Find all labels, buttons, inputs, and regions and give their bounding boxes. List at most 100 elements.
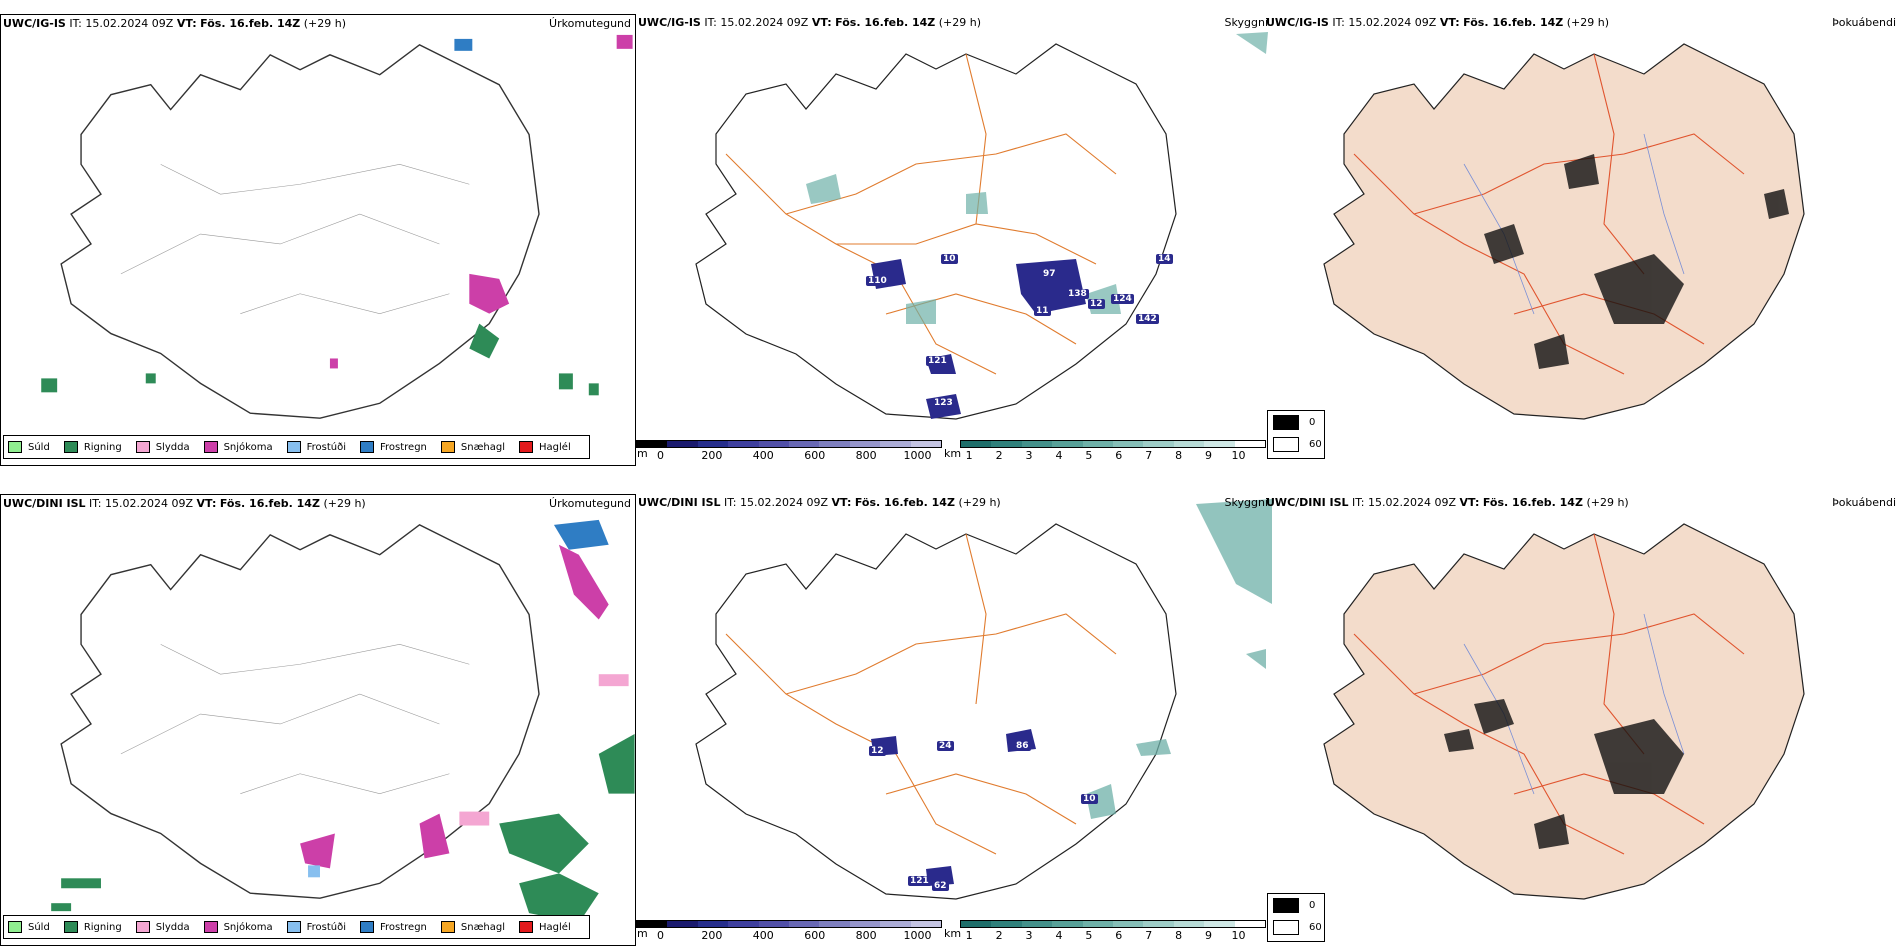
colorbar-cell [1143, 441, 1174, 447]
visibility-value-label: 138 [1066, 289, 1089, 299]
fog-legend-swatch [1273, 414, 1299, 430]
it-label: IT: [89, 497, 102, 510]
legend-label: Frostregn [380, 441, 427, 453]
visibility-value-label: 86 [1014, 741, 1031, 751]
visibility-value-label: 121 [926, 356, 949, 366]
colorbar-tick-label: 9 [1205, 449, 1213, 462]
fog-legend-label: 60 [1309, 438, 1322, 450]
it-value: 15.02.2024 09Z [740, 496, 829, 509]
vt-label: VT: [196, 497, 217, 510]
vt-label: VT: [831, 496, 852, 509]
visibility-value-label: 24 [937, 741, 954, 751]
colorbar-cell [819, 921, 850, 927]
legend-swatch [8, 921, 22, 933]
colorbar-cell [728, 441, 759, 447]
lead-time: (+29 h) [303, 17, 347, 30]
panel-header: UWC/IG-IS IT: 15.02.2024 09Z VT: Fös. 16… [3, 17, 346, 30]
colorbar-cell [1052, 441, 1083, 447]
colorbar-tick-label: 9 [1205, 929, 1213, 942]
fog-legend-label: 0 [1309, 899, 1316, 911]
vt-value: Fös. 16.feb. 14Z [1463, 16, 1564, 29]
legend-label: Frostregn [380, 921, 427, 933]
it-label: IT: [69, 17, 82, 30]
legend-swatch [440, 441, 455, 453]
legend-label: Haglél [539, 441, 571, 453]
it-value: 15.02.2024 09Z [1368, 496, 1457, 509]
legend-swatch [135, 921, 150, 933]
legend-swatch [63, 441, 78, 453]
colorbar-cell [728, 921, 759, 927]
legend-swatch [519, 921, 534, 933]
colorbar-cell [1204, 921, 1235, 927]
field-title: Úrkomutegund [549, 17, 631, 30]
colorbar-cell [789, 441, 820, 447]
legend-item: Súld [8, 921, 50, 933]
colorbar-tick-label: 7 [1145, 449, 1153, 462]
vt-value: Fös. 16.feb. 14Z [200, 17, 301, 30]
colorbar-tick-label: 3 [1025, 449, 1033, 462]
visibility-value-label: 97 [1041, 269, 1058, 279]
vt-label: VT: [811, 16, 832, 29]
colorbar-cell [1082, 921, 1114, 927]
colorbar-tick-label: 800 [855, 929, 877, 942]
legend-item: Rigning [63, 921, 122, 933]
iceland-map-fog-top [1323, 43, 1805, 420]
iceland-map-precip-bottom [51, 519, 635, 924]
colorbar-cell [637, 441, 668, 447]
colorbar-tick-label: 6 [1115, 449, 1123, 462]
colorbar-cell [1234, 921, 1266, 927]
legend-label: Snæhagl [460, 921, 506, 933]
panel-header: UWC/IG-IS IT: 15.02.2024 09Z VT: Fös. 16… [638, 16, 981, 29]
bar-m-unit: m [637, 447, 648, 460]
colorbar-cell [667, 441, 698, 447]
legend-label: Snæhagl [460, 441, 506, 453]
colorbar-cell [1234, 441, 1266, 447]
legend-item: Snæhagl [440, 441, 506, 453]
visibility-value-label: 62 [932, 881, 949, 891]
panel-header: UWC/IG-IS IT: 15.02.2024 09Z VT: Fös. 16… [1266, 16, 1609, 29]
colorbar-cell [1173, 441, 1205, 447]
colorbar-cell [880, 921, 911, 927]
colorbar-tick-label: 8 [1175, 449, 1183, 462]
fog-legend-bottom: 0 60 [1267, 893, 1325, 942]
legend-item: Frostregn [360, 441, 427, 453]
legend-item: Snjókoma [203, 441, 273, 453]
colorbar-tick-label: 400 [752, 929, 774, 942]
legend-item: Slydda [135, 921, 190, 933]
visibility-value-label: 110 [866, 276, 889, 286]
precip-legend: Súld Rigning Slydda Snjókoma Frostúði Frostre… [3, 435, 590, 459]
visibility-value-label: 10 [1081, 794, 1098, 804]
legend-label: Slydda [155, 921, 190, 933]
colorbar-cell [961, 441, 992, 447]
colorbar-cell [1113, 441, 1144, 447]
visibility-map-top: UWC/IG-IS IT: 15.02.2024 09Z VT: Fös. 16… [636, 14, 1272, 466]
bar-km-unit: km [944, 447, 962, 460]
colorbar-cell [819, 441, 850, 447]
colorbar-cell [910, 441, 942, 447]
colorbar-tick-label: 400 [752, 449, 774, 462]
colorbar-tick-label: 1000 [903, 449, 932, 462]
iceland-map-fog-bottom [1323, 523, 1805, 900]
colorbar-tick-label: 1 [965, 449, 973, 462]
vt-label: VT: [1439, 16, 1460, 29]
colorbar-cell [667, 921, 698, 927]
visibility-value-label: 11 [1034, 306, 1051, 316]
vt-label: VT: [1459, 496, 1480, 509]
colorbar-tick-label: 2 [995, 449, 1003, 462]
colorbar-cell [758, 921, 790, 927]
colorbar-tick-label: 7 [1145, 929, 1153, 942]
lead-time: (+29 h) [1586, 496, 1629, 509]
model-name: UWC/DINI ISL [638, 496, 721, 509]
colorbar-tick-label: 1 [965, 929, 973, 942]
colorbar-tick-label: 200 [701, 449, 723, 462]
fog-legend-swatch [1273, 919, 1299, 935]
fog-legend-swatch [1273, 897, 1299, 913]
model-name: UWC/DINI ISL [3, 497, 86, 510]
colorbar-cell [1143, 921, 1174, 927]
colorbar-tick-label: 3 [1025, 929, 1033, 942]
bar-m-unit: m [637, 927, 648, 940]
legend-label: Haglél [539, 921, 571, 933]
colorbar-tick-label: 5 [1085, 929, 1093, 942]
fog-legend-swatch [1273, 436, 1299, 452]
fog-legend-label: 0 [1309, 416, 1316, 428]
